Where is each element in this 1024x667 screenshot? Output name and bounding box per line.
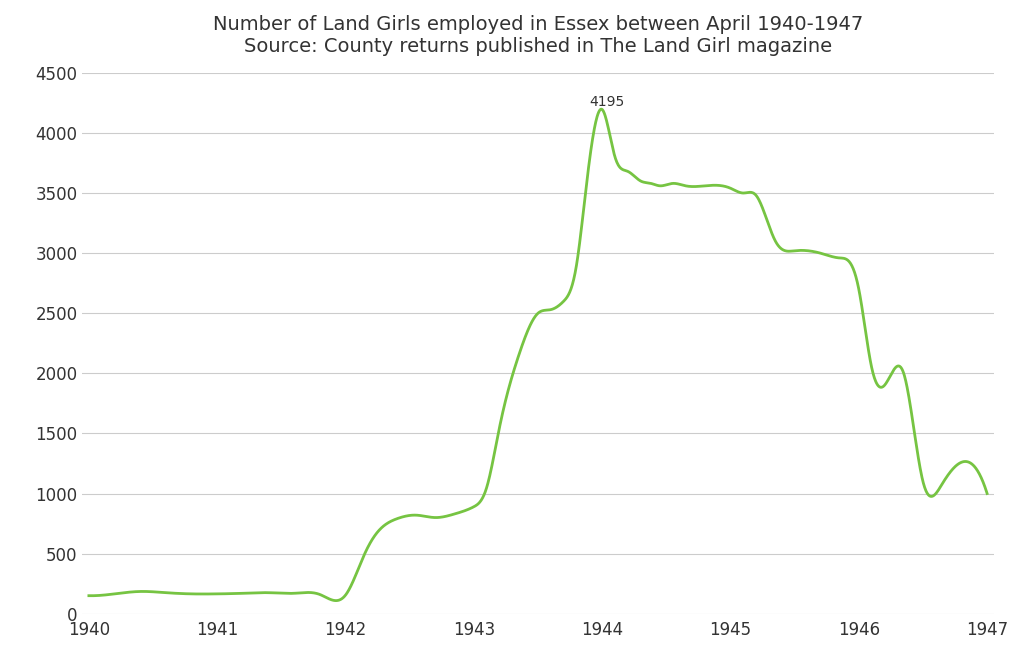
Text: 4195: 4195 [590,95,625,109]
Title: Number of Land Girls employed in Essex between April 1940-1947
Source: County re: Number of Land Girls employed in Essex b… [213,15,863,56]
